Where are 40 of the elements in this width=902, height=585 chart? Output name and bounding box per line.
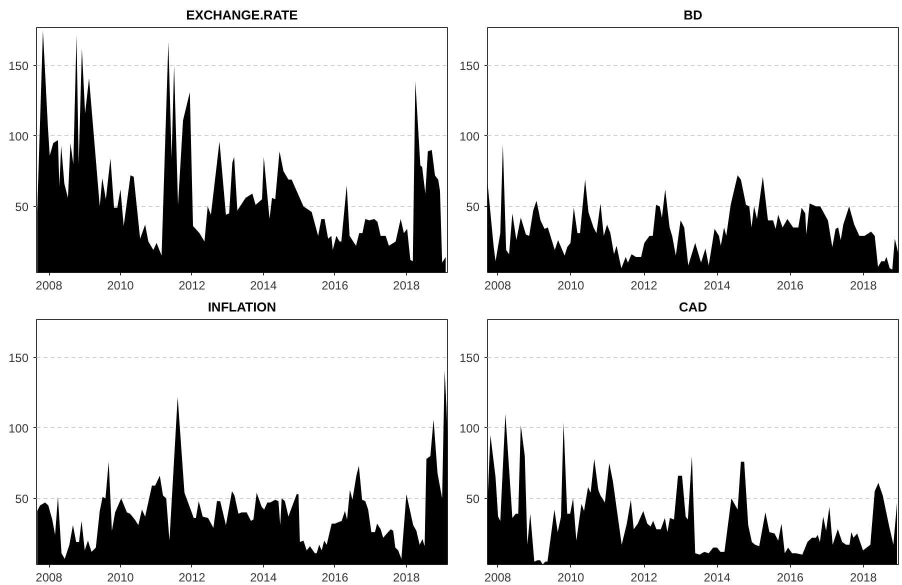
x-tick-label: 2016: [776, 278, 804, 292]
x-tick-label: 2010: [558, 570, 585, 584]
x-tick-label: 2014: [250, 570, 278, 584]
x-tick-label: 2016: [322, 278, 349, 292]
x-tick-label: 2018: [850, 278, 878, 292]
x-tick-label: 2008: [36, 278, 63, 292]
x-tick-label: 2014: [250, 278, 278, 292]
x-tick-label: 2008: [484, 570, 512, 584]
x-tick-label: 2012: [178, 278, 206, 292]
y-tick-label: 100: [8, 129, 29, 144]
x-tick-label: 2008: [36, 570, 63, 584]
y-tick-label: 150: [459, 351, 480, 366]
y-tick-label: 150: [8, 351, 29, 366]
y-tick-label: 50: [466, 492, 480, 506]
x-tick-label: 2018: [850, 570, 878, 584]
x-tick-label: 2012: [178, 570, 206, 584]
x-tick-label: 2012: [630, 570, 658, 584]
x-tick-label: 2008: [484, 278, 512, 292]
x-tick-label: 2016: [776, 570, 804, 584]
chart-title: INFLATION: [208, 300, 276, 314]
x-tick-label: 2010: [558, 278, 585, 292]
chart-title: BD: [684, 8, 702, 22]
x-tick-label: 2018: [393, 570, 420, 584]
x-tick-label: 2014: [704, 278, 731, 292]
y-tick-label: 50: [15, 492, 29, 506]
y-tick-label: 50: [466, 200, 480, 214]
x-tick-label: 2018: [393, 278, 420, 292]
x-tick-label: 2016: [322, 570, 349, 584]
x-tick-label: 2012: [630, 278, 658, 292]
y-tick-label: 100: [8, 421, 29, 436]
y-tick-label: 100: [459, 129, 480, 144]
y-tick-label: 150: [459, 59, 480, 74]
y-tick-label: 150: [8, 59, 29, 74]
y-tick-label: 50: [15, 200, 29, 214]
x-tick-label: 2010: [107, 278, 134, 292]
chart-title: EXCHANGE.RATE: [186, 8, 298, 22]
chart-title: CAD: [678, 300, 708, 314]
y-tick-label: 100: [459, 421, 480, 436]
x-tick-label: 2010: [107, 570, 134, 584]
x-tick-label: 2014: [704, 570, 731, 584]
